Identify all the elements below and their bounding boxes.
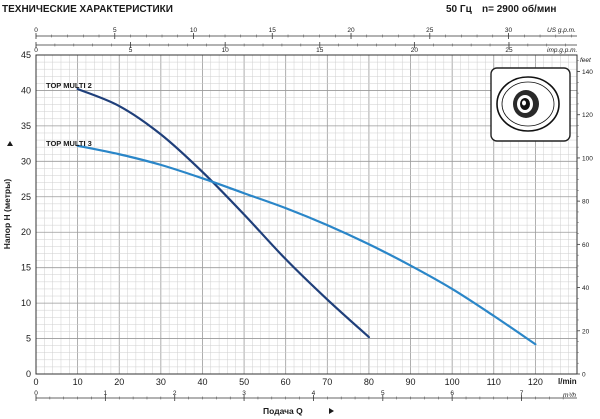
series-line-top-multi-3: [76, 144, 537, 346]
y-tick-label: 45: [21, 50, 31, 60]
axis-tick-label: 0: [34, 27, 38, 34]
x-axis-title: Подача Q: [263, 406, 303, 416]
frequency-label: 50 Гц: [446, 4, 473, 15]
y-tick-label: 35: [21, 121, 31, 131]
feet-tick-label: 60: [582, 242, 590, 249]
feet-tick-label: 20: [582, 328, 590, 335]
series-label-top-multi-3: TOP MULTI 3: [46, 139, 92, 148]
axis-tick-label: 5: [113, 27, 117, 34]
axis-tick-label: 30: [505, 27, 513, 34]
feet-tick-label: 40: [582, 285, 590, 292]
axis-tick-label: 15: [269, 27, 277, 34]
top-us-gpm-axis: 0 5 10 15 20 25 30: [34, 27, 572, 39]
y-tick-label: 0: [26, 369, 31, 379]
x-tick-label: 0: [33, 377, 38, 387]
axis-tick-label: 10: [222, 47, 230, 54]
feet-unit: feet: [580, 57, 592, 64]
feet-tick-label: 80: [582, 199, 590, 206]
axis-tick-label: 3: [242, 390, 246, 397]
y-tick-label: 10: [21, 298, 31, 308]
y-tick-label: 5: [26, 334, 31, 344]
page-title: ТЕХНИЧЕСКИЕ ХАРАКТЕРИСТИКИ: [2, 4, 173, 15]
x-tick-label: 70: [322, 377, 332, 387]
axis-tick-label: 0: [34, 390, 38, 397]
x-tick-label: 60: [281, 377, 291, 387]
axis-tick-label: 5: [381, 390, 385, 397]
plot-frame: [35, 54, 578, 375]
axis-tick-label: 15: [316, 47, 324, 54]
x-tick-label: 120: [528, 377, 543, 387]
x-tick-label: 50: [239, 377, 249, 387]
feet-tick-label: 100: [582, 155, 593, 162]
axis-tick-label: 7: [520, 390, 524, 397]
axis-tick-label: 6: [450, 390, 454, 397]
x-tick-label: 30: [156, 377, 166, 387]
series-layer: [76, 87, 537, 346]
x-tick-label: 80: [364, 377, 374, 387]
x-tick-label: 10: [73, 377, 83, 387]
axis-tick-label: 2: [173, 390, 177, 397]
imp-gpm-unit: imp.g.p.m.: [547, 47, 578, 54]
right-feet-axis: 0 20 40 60 80 100 120 140: [577, 60, 593, 379]
feet-tick-label: 0: [582, 372, 586, 379]
x-tick-label: 110: [487, 377, 501, 387]
series-label-top-multi-2: TOP MULTI 2: [46, 81, 92, 90]
y-axis-ticks: 0 5 10 15 20 25 30 35 40 45: [21, 50, 31, 379]
axis-tick-label: 20: [347, 27, 355, 34]
y-tick-label: 40: [21, 85, 31, 95]
axis-tick-label: 25: [505, 47, 513, 54]
y-tick-label: 15: [21, 263, 31, 273]
series-line-top-multi-2: [76, 87, 371, 339]
speed-label: n= 2900 об/мин: [482, 3, 556, 15]
axis-tick-label: 5: [129, 47, 133, 54]
x-tick-label: 20: [114, 377, 124, 387]
y-tick-label: 25: [21, 192, 31, 202]
top-imp-gpm-axis: 0 5 10 15 20 25: [34, 42, 566, 54]
y-axis-arrow-icon: [7, 141, 13, 146]
y-axis-title: Напор H (метры): [2, 179, 12, 250]
axis-tick-label: 25: [426, 27, 434, 34]
x-tick-label: 40: [197, 377, 207, 387]
x-axis-ticks: 0 10 20 30 40 50 60 70 80 90 100 110 120: [33, 377, 542, 387]
feet-tick-label: 140: [582, 69, 593, 76]
m3h-unit: m³/h: [563, 392, 576, 399]
feet-tick-label: 120: [582, 112, 593, 119]
bottom-m3h-axis: 0 1 2 3 4 5 6 7: [34, 390, 564, 401]
x-unit: l/min: [558, 377, 577, 386]
y-tick-label: 30: [21, 156, 31, 166]
axis-tick-label: 10: [190, 27, 198, 34]
axis-tick-label: 0: [34, 47, 38, 54]
axis-tick-label: 1: [104, 390, 108, 397]
x-tick-label: 100: [445, 377, 460, 387]
x-tick-label: 90: [406, 377, 416, 387]
axis-tick-label: 20: [411, 47, 419, 54]
us-gpm-unit: US g.p.m.: [547, 27, 576, 34]
y-tick-label: 20: [21, 227, 31, 237]
axis-tick-label: 4: [312, 390, 316, 397]
x-axis-arrow-icon: [329, 408, 334, 414]
pump-impeller-icon: [490, 67, 571, 142]
